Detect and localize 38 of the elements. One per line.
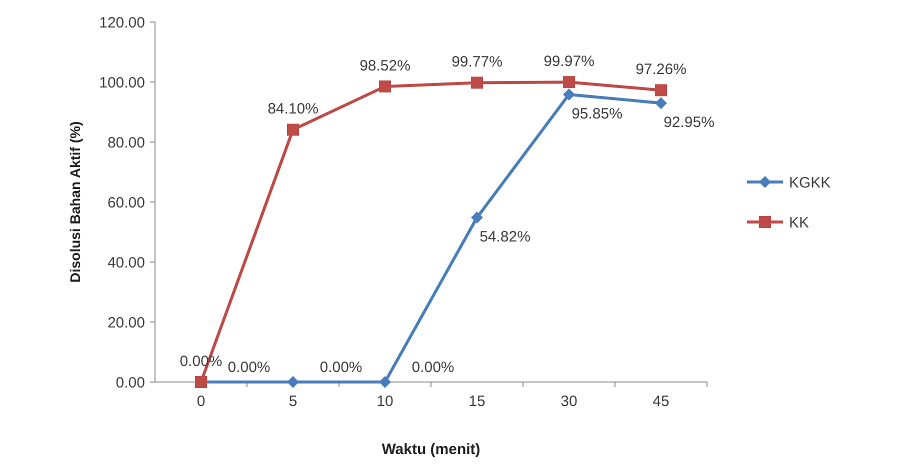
point [379, 80, 391, 92]
point [563, 76, 575, 88]
legend-label: KGKK [789, 174, 831, 192]
y-tick-label: 60.00 [107, 194, 145, 212]
x-tick-label: 5 [288, 393, 298, 410]
y-axis-title: Disolusi Bahan Aktif (%) [67, 121, 83, 283]
point [563, 88, 575, 100]
data-label: 98.52% [360, 57, 410, 74]
point [655, 84, 667, 96]
data-label: 0.00% [320, 359, 362, 376]
point [287, 124, 299, 136]
legend-label: KK [789, 214, 810, 232]
x-tick-label: 45 [652, 393, 670, 410]
y-tick-label: 0.00 [116, 374, 145, 392]
y-tick-label: 100.00 [99, 74, 145, 92]
y-tick-label: 80.00 [107, 134, 145, 152]
data-label: 92.95% [664, 114, 714, 132]
point [287, 376, 299, 388]
point [379, 376, 391, 388]
x-tick-label: 15 [468, 393, 486, 410]
data-label: 99.97% [544, 53, 594, 70]
y-tick-label: 40.00 [107, 254, 145, 272]
data-label: 95.85% [572, 105, 622, 122]
x-tick-label: 10 [376, 393, 394, 410]
data-label: 0.00% [228, 359, 270, 376]
x-tick-label: 0 [196, 393, 206, 410]
point [655, 97, 667, 110]
data-label: 99.77% [452, 54, 502, 71]
point [471, 212, 483, 224]
data-label: 84.10% [268, 100, 318, 118]
point [471, 76, 483, 89]
data-label: 0.00% [412, 359, 454, 376]
y-tick-label: 120.00 [99, 14, 145, 32]
x-tick-label: 30 [560, 393, 578, 410]
x-axis-title: Waktu (menit) [382, 441, 480, 458]
data-label: 97.26% [636, 61, 686, 78]
data-label: 54.82% [480, 228, 530, 246]
y-tick-label: 20.00 [107, 314, 145, 332]
